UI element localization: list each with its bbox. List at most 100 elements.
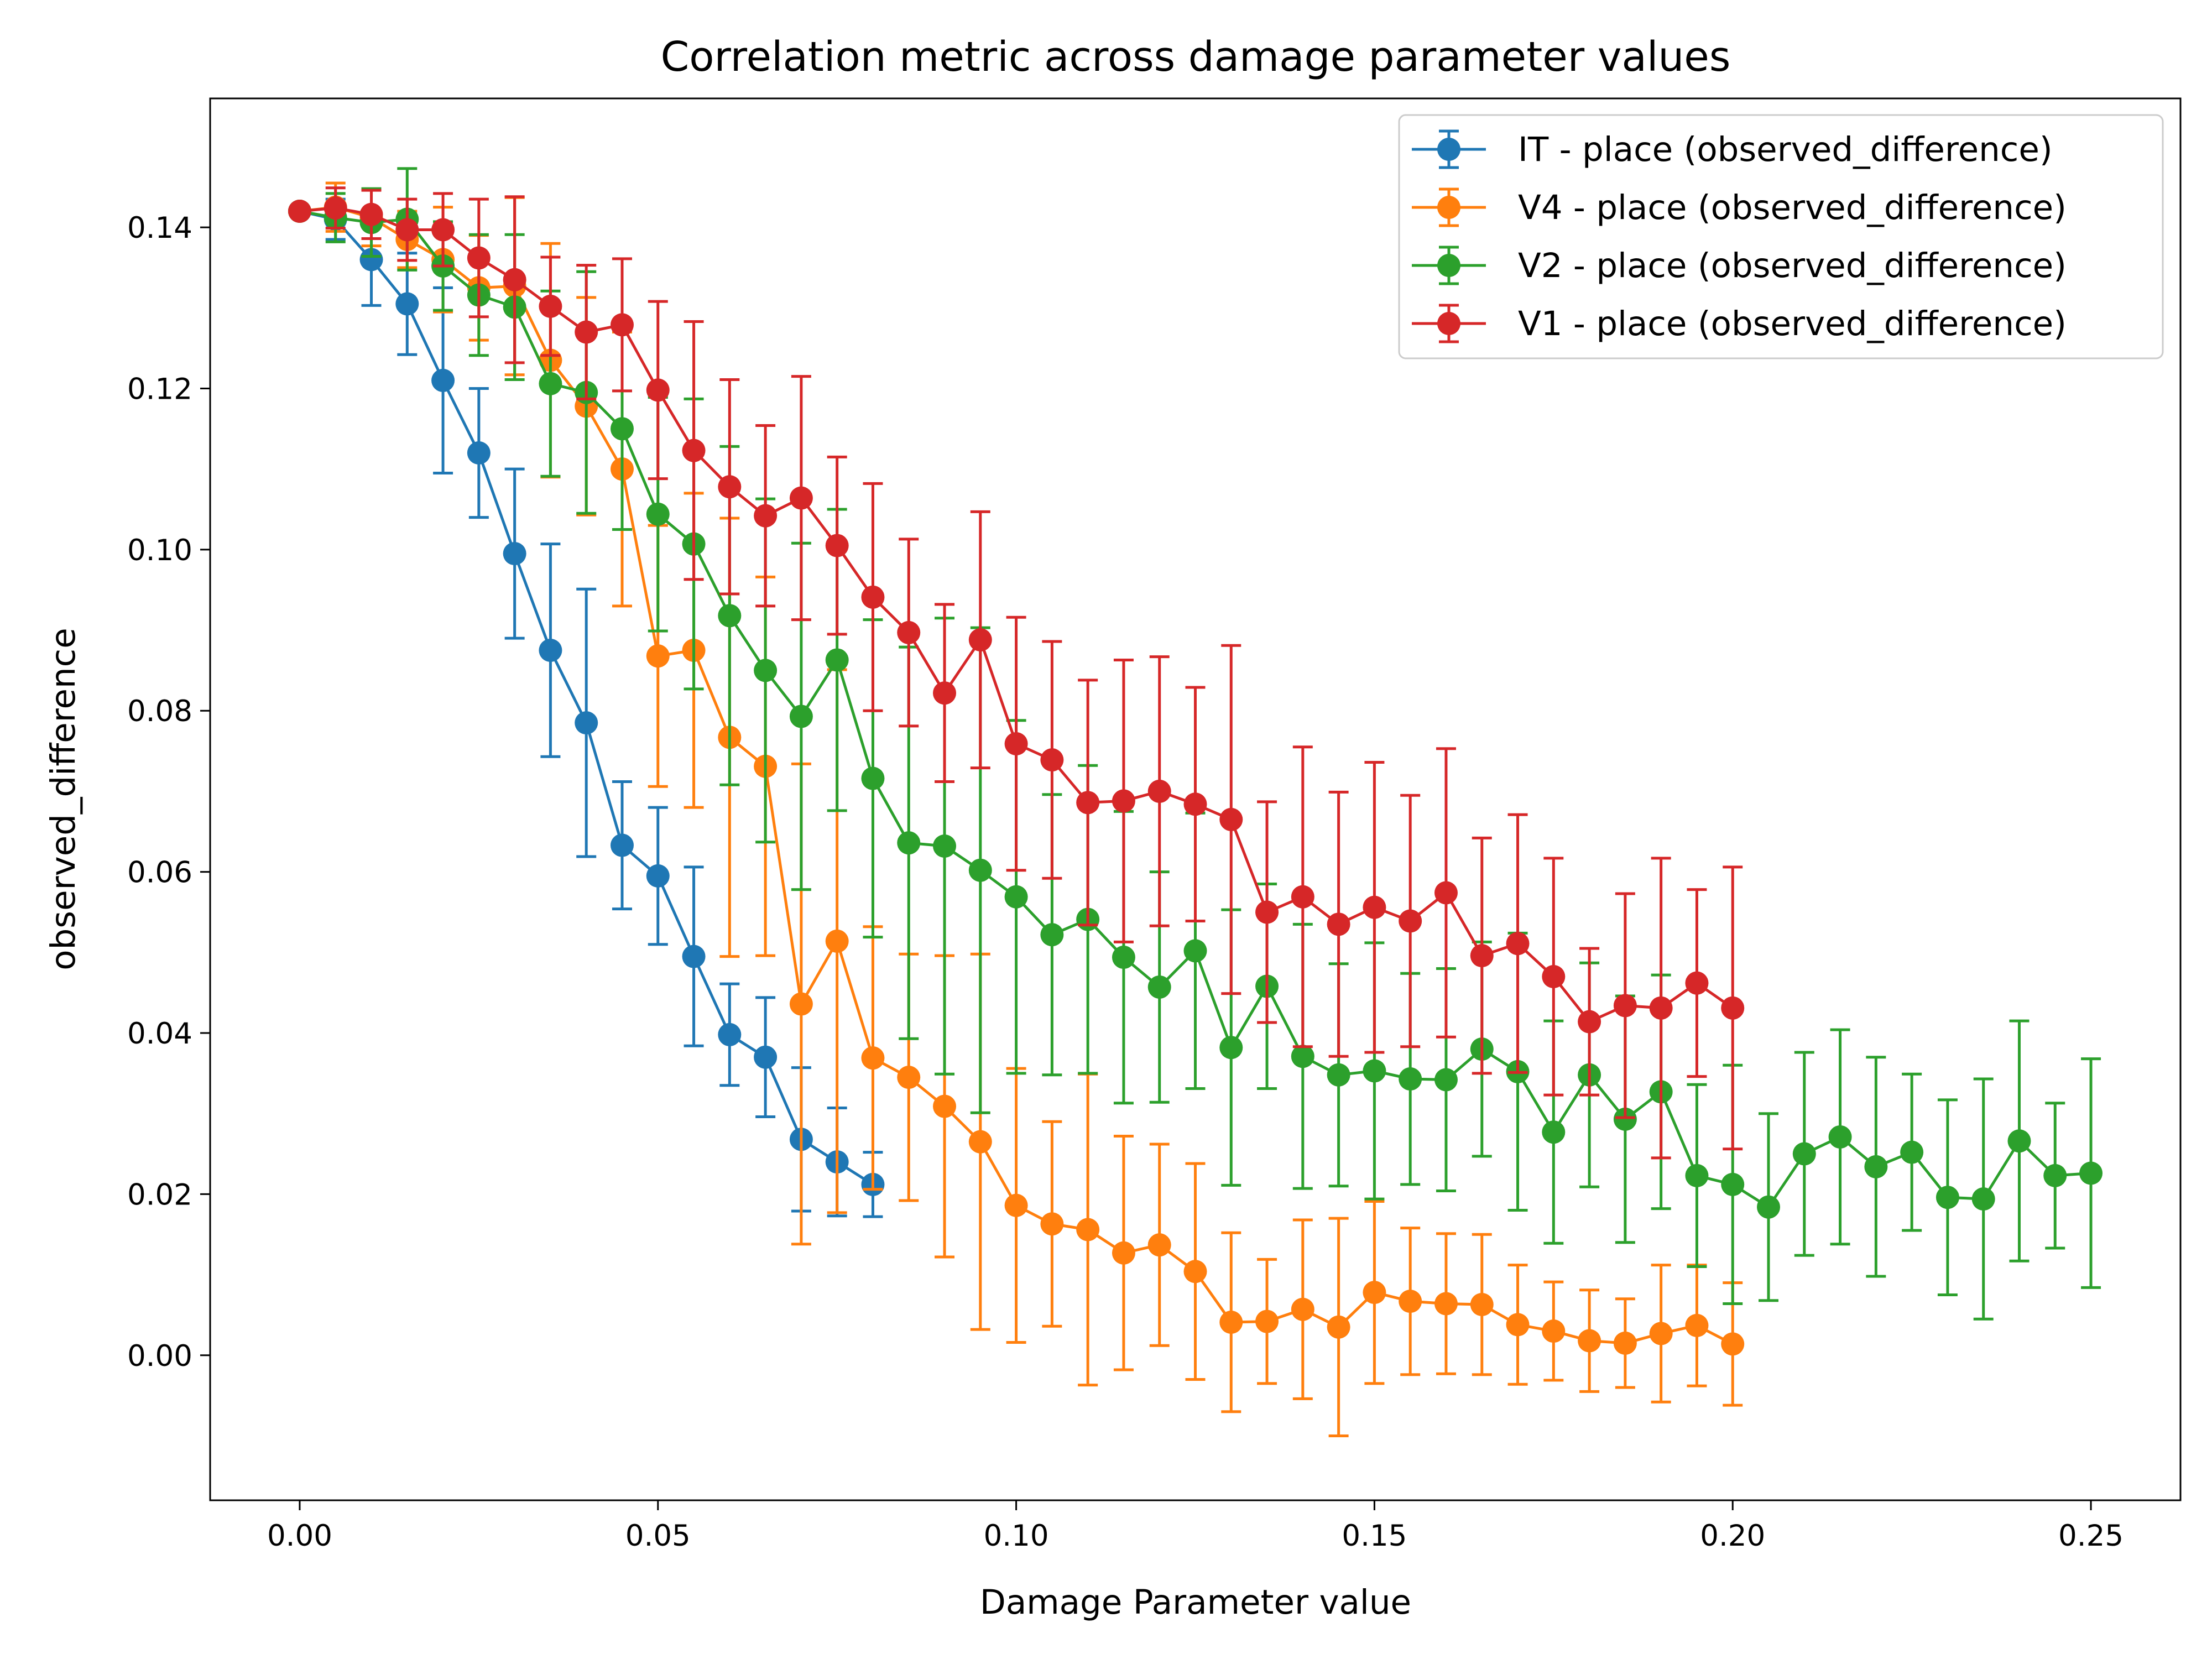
data-point	[1399, 909, 1422, 933]
data-point	[1363, 895, 1386, 919]
data-point	[1183, 792, 1207, 816]
legend-label: V1 - place (observed_difference)	[1518, 304, 2067, 343]
data-point	[968, 1130, 992, 1154]
data-point	[861, 585, 885, 609]
legend-marker	[1437, 138, 1460, 161]
y-axis-label: observed_difference	[44, 628, 83, 971]
data-point	[395, 292, 419, 316]
data-point	[467, 246, 491, 270]
data-point	[539, 638, 562, 662]
data-point	[1112, 1241, 1135, 1265]
data-point	[1434, 1068, 1458, 1092]
data-point	[1076, 791, 1100, 815]
data-point	[861, 1046, 885, 1070]
legend-label: V4 - place (observed_difference)	[1518, 188, 2067, 227]
data-point	[539, 294, 562, 318]
data-point	[718, 604, 742, 628]
x-tick-label: 0.25	[2058, 1519, 2124, 1553]
data-point	[610, 833, 634, 857]
y-tick-label: 0.12	[127, 372, 192, 406]
data-point	[682, 439, 706, 462]
chart-title: Correlation metric across damage paramet…	[661, 33, 1731, 81]
data-point	[646, 378, 670, 402]
data-point	[1792, 1142, 1816, 1166]
y-tick-label: 0.14	[127, 211, 192, 245]
data-point	[1721, 1332, 1745, 1356]
data-point	[503, 268, 526, 291]
data-point	[610, 417, 634, 441]
data-point	[431, 218, 455, 242]
data-point	[1399, 1067, 1422, 1091]
data-point	[1757, 1195, 1781, 1219]
series-layer	[288, 167, 2103, 1437]
data-point	[1147, 975, 1171, 999]
data-point	[1900, 1140, 1924, 1164]
data-point	[789, 705, 813, 728]
data-point	[1004, 885, 1028, 909]
data-point	[359, 248, 383, 272]
data-point	[1613, 1107, 1637, 1131]
y-tick-label: 0.06	[127, 856, 192, 890]
data-point	[539, 372, 562, 395]
data-point	[1399, 1290, 1422, 1313]
y-tick-label: 0.00	[127, 1339, 192, 1373]
data-point	[2079, 1161, 2103, 1185]
data-point	[1327, 912, 1350, 936]
data-point	[359, 202, 383, 226]
data-point	[1363, 1059, 1386, 1083]
data-point	[754, 1045, 778, 1069]
data-point	[1613, 994, 1637, 1018]
data-point	[1004, 1193, 1028, 1217]
data-point	[1434, 1292, 1458, 1316]
data-point	[646, 644, 670, 668]
data-point	[1040, 1212, 1064, 1236]
series-0	[288, 197, 885, 1218]
data-point	[1219, 1311, 1243, 1334]
data-point	[968, 628, 992, 652]
legend-entry: IT - place (observed_difference)	[1412, 129, 2053, 169]
data-point	[1291, 1297, 1314, 1321]
x-tick-label: 0.05	[625, 1519, 691, 1553]
data-point	[1147, 779, 1171, 803]
data-point	[503, 542, 526, 566]
data-point	[1219, 1036, 1243, 1060]
data-point	[825, 534, 849, 557]
data-point	[1649, 996, 1673, 1020]
data-point	[1040, 923, 1064, 947]
data-point	[861, 766, 885, 790]
y-tick-label: 0.10	[127, 534, 192, 567]
data-point	[288, 199, 311, 223]
data-point	[897, 1066, 921, 1089]
x-axis-label: Damage Parameter value	[980, 1583, 1411, 1622]
data-point	[1685, 1164, 1709, 1187]
legend-box	[1398, 114, 2164, 359]
x-tick-label: 0.10	[984, 1519, 1049, 1553]
legend-entry: V4 - place (observed_difference)	[1412, 187, 2067, 227]
legend-marker	[1437, 196, 1460, 219]
data-point	[1076, 1218, 1100, 1241]
data-point	[1936, 1186, 1959, 1209]
data-point	[933, 1094, 957, 1118]
data-point	[897, 620, 921, 644]
data-point	[575, 711, 598, 735]
data-point	[1147, 1233, 1171, 1257]
data-point	[1649, 1322, 1673, 1345]
data-point	[1971, 1187, 1995, 1211]
x-tick-label: 0.00	[267, 1519, 332, 1553]
data-point	[1613, 1331, 1637, 1355]
data-point	[2043, 1164, 2067, 1187]
data-point	[1112, 789, 1135, 813]
data-point	[897, 831, 921, 855]
data-point	[1363, 1281, 1386, 1305]
data-point	[1327, 1315, 1350, 1339]
data-point	[1506, 1313, 1530, 1337]
data-point	[718, 475, 742, 499]
data-point	[1219, 807, 1243, 831]
legend-entry: V1 - place (observed_difference)	[1412, 304, 2067, 343]
data-point	[682, 945, 706, 968]
data-point	[1004, 732, 1028, 755]
data-point	[789, 486, 813, 510]
data-point	[646, 864, 670, 888]
data-point	[1183, 1260, 1207, 1284]
